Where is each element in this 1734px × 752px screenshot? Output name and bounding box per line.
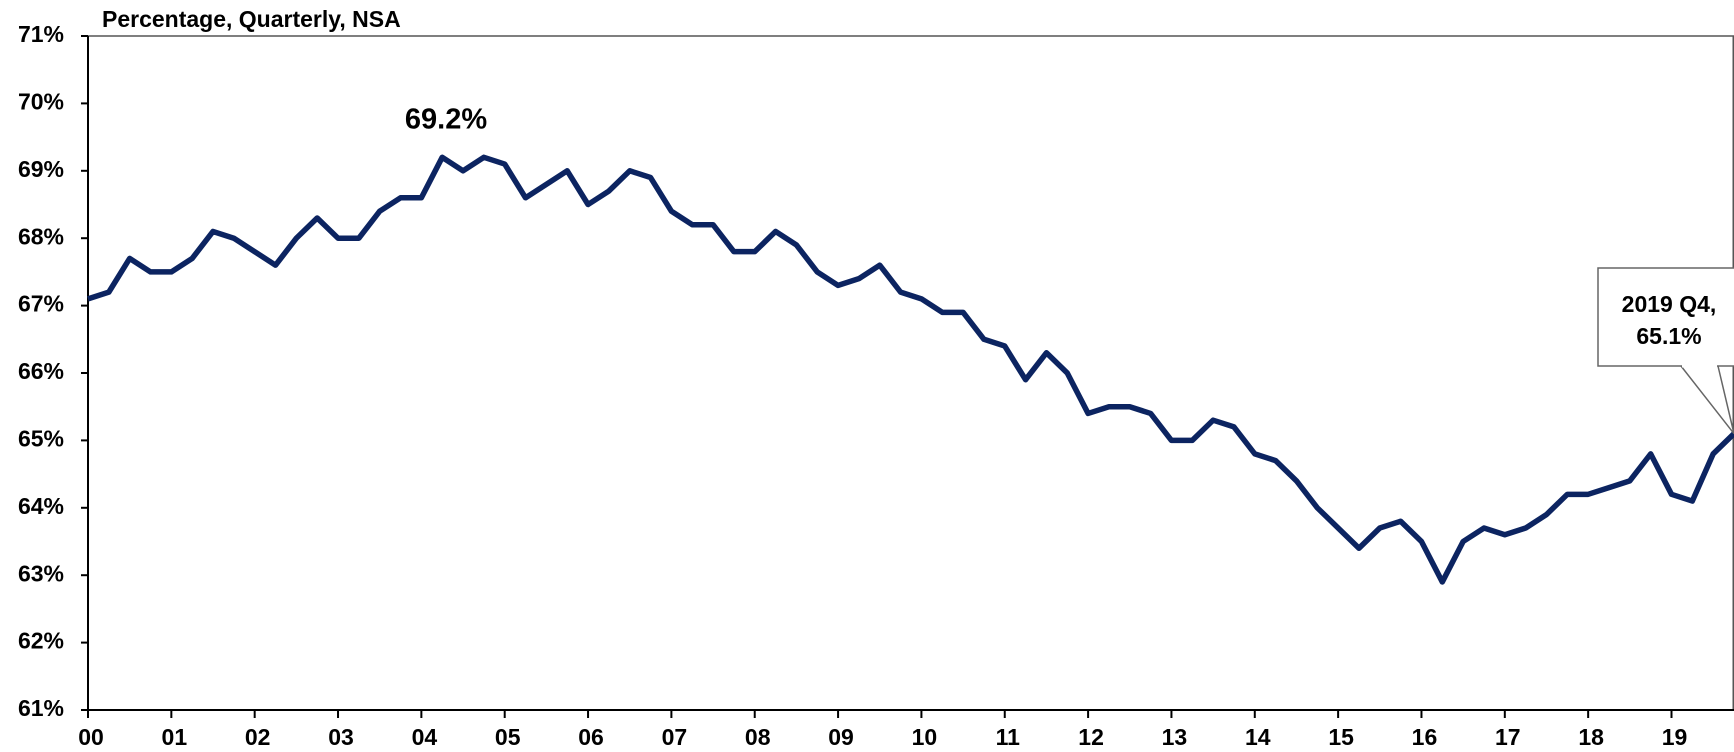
x-tick-label: 10 [912,724,938,750]
callout-pointer [1680,365,1734,435]
x-tick-label: 01 [162,724,188,750]
x-tick-label: 17 [1495,724,1521,750]
x-tick-label: 16 [1412,724,1438,750]
y-tick-label: 63% [18,560,64,586]
y-tick-label: 65% [18,425,64,451]
y-tick-label: 70% [18,88,64,114]
x-tick-label: 08 [745,724,771,750]
x-tick-label: 14 [1245,724,1271,750]
x-tick-label: 19 [1662,724,1688,750]
data-line [87,154,1734,585]
x-tick-label: 05 [495,724,521,750]
chart-title: Percentage, Quarterly, NSA [102,6,401,32]
y-tick-label: 62% [18,628,64,654]
x-tick-label: 07 [662,724,688,750]
x-tick-label: 03 [328,724,354,750]
y-tick-label: 67% [18,291,64,317]
x-tick-label: 15 [1328,724,1354,750]
x-tick-label: 06 [578,724,604,750]
peak-label: 69.2% [405,104,487,136]
x-tick-label: 04 [412,724,438,750]
x-tick-label: 02 [245,724,271,750]
callout-label: 2019 Q4, [1622,291,1717,317]
y-tick-label: 66% [18,358,64,384]
callout-label: 65.1% [1636,323,1701,349]
y-tick-label: 64% [18,493,64,519]
x-tick-label: 09 [828,724,854,750]
y-tick-label: 71% [18,21,64,47]
x-tick-label: 18 [1578,724,1604,750]
y-tick-label: 69% [18,156,64,182]
x-tick-label: 00 [78,724,104,750]
x-tick-label: 13 [1162,724,1188,750]
y-tick-label: 61% [18,695,64,721]
x-tick-label: 12 [1078,724,1104,750]
callout-box [1597,267,1734,367]
x-tick-label: 11 [996,724,1021,750]
y-tick-label: 68% [18,223,64,249]
